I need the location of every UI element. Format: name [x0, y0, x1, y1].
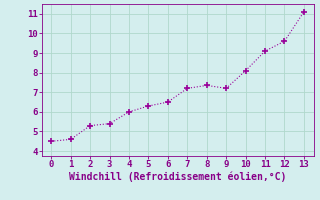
- X-axis label: Windchill (Refroidissement éolien,°C): Windchill (Refroidissement éolien,°C): [69, 172, 286, 182]
